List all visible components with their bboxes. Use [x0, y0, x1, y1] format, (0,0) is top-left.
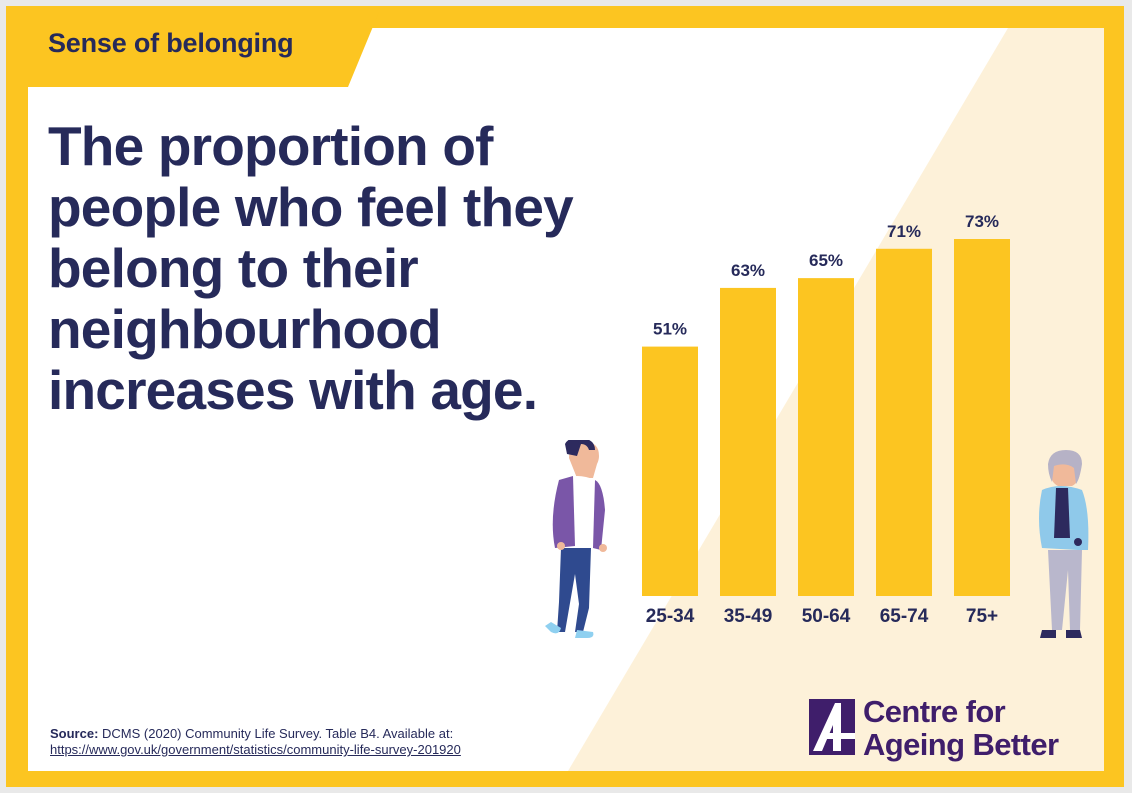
category-label-65-74: 65-74	[880, 606, 929, 627]
bar-35-49	[720, 287, 776, 596]
section-tag-label: Sense of belonging	[48, 28, 294, 58]
source-link[interactable]: https://www.gov.uk/government/statistics…	[50, 742, 461, 757]
logo-wordmark: Centre for Ageing Better	[863, 694, 1059, 762]
source-text: DCMS (2020) Community Life Survey. Table…	[102, 726, 454, 741]
older-woman-figure	[1039, 450, 1089, 638]
young-man-figure	[545, 440, 607, 638]
bar-group: 51% 25-34 63% 35-49 65% 50-64 71% 65-74 73% 75+	[642, 212, 1010, 627]
value-label-25-34: 51%	[653, 320, 687, 339]
category-label-50-64: 50-64	[802, 606, 851, 627]
logo-line-1: Centre for	[863, 694, 1006, 729]
category-label-75+: 75+	[966, 606, 998, 627]
value-label-65-74: 71%	[887, 222, 921, 241]
bar-25-34	[642, 346, 698, 596]
value-label-35-49: 63%	[731, 261, 765, 280]
section-tag	[12, 12, 379, 87]
bar-65-74	[876, 248, 932, 596]
category-label-35-49: 35-49	[724, 606, 773, 627]
category-label-25-34: 25-34	[646, 606, 695, 627]
source-prefix: Source:	[50, 726, 99, 741]
ageing-better-logo-mark	[809, 699, 855, 755]
logo-line-2: Ageing Better	[863, 727, 1059, 762]
value-label-50-64: 65%	[809, 251, 843, 270]
bar-75+	[954, 239, 1010, 596]
source-note: Source: DCMS (2020) Community Life Surve…	[50, 726, 530, 758]
page-title: The proportion of people who feel they b…	[48, 115, 574, 421]
value-label-75+: 73%	[965, 212, 999, 231]
bar-50-64	[798, 278, 854, 596]
